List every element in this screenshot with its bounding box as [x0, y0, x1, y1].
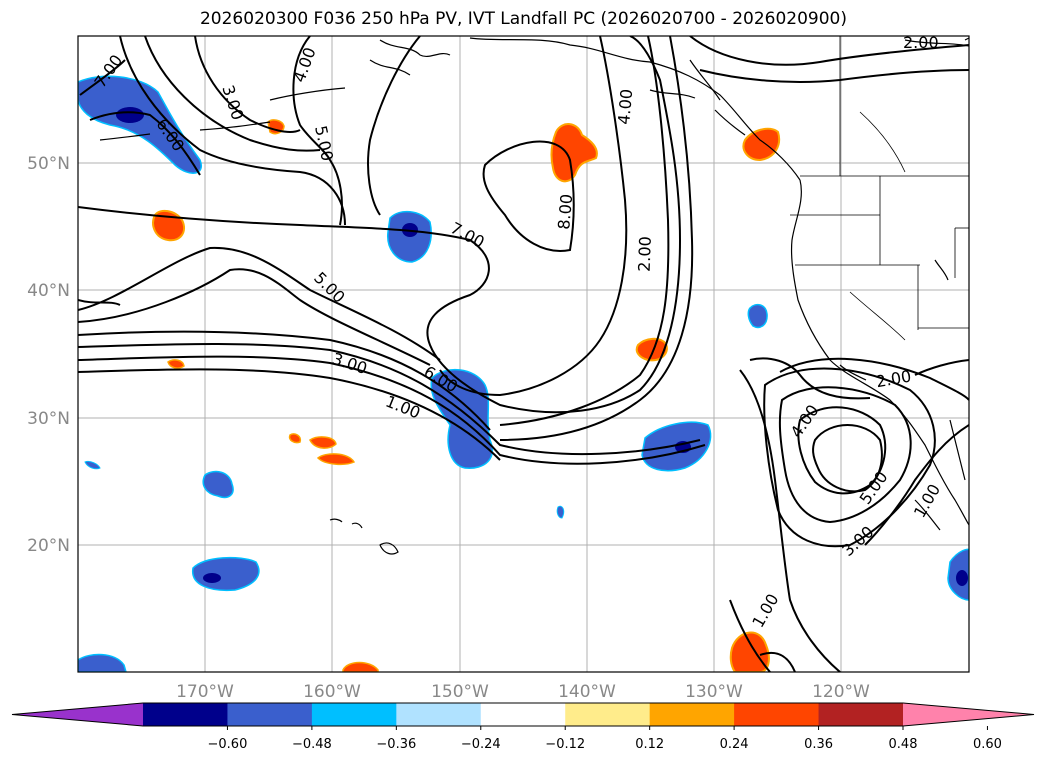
- lon-axis: 170°W 160°W 150°W 140°W 130°W 120°W: [176, 682, 870, 702]
- lon-label: 120°W: [812, 682, 870, 702]
- colorbar-tick-label: 0.36: [804, 737, 833, 752]
- lon-label: 160°W: [303, 682, 361, 702]
- contour-label: 2.00: [635, 236, 655, 272]
- coastlines: [99, 37, 969, 555]
- colorbar-tick-label: 0.60: [973, 737, 1002, 752]
- lon-label: 130°W: [685, 682, 743, 702]
- colorbar-swatch: [227, 703, 313, 726]
- lon-label: 170°W: [176, 682, 234, 702]
- colorbar-tick-label: 0.48: [889, 737, 918, 752]
- colorbar-swatch: [565, 703, 651, 726]
- colorbar: −0.60 −0.48 −0.36 −0.24 −0.12 0.12 0.24 0.36 0.4…: [11, 702, 1035, 752]
- lat-axis: 50°N 40°N 30°N 20°N: [27, 154, 70, 556]
- lat-label: 40°N: [27, 281, 70, 301]
- colorbar-tick-label: −0.48: [292, 737, 332, 752]
- colorbar-swatch: [818, 703, 904, 726]
- colorbar-swatch: [649, 703, 735, 726]
- map-title: 2026020300 F036 250 hPa PV, IVT Landfall…: [199, 9, 847, 29]
- lon-label: 150°W: [431, 682, 489, 702]
- colorbar-tick-label: −0.36: [376, 737, 416, 752]
- contour-label: 8.00: [554, 193, 576, 230]
- lat-label: 50°N: [27, 154, 70, 174]
- contour-label: 4.00: [614, 88, 636, 125]
- borders: [790, 36, 969, 341]
- colorbar-swatch: [480, 703, 566, 726]
- lon-label: 140°W: [558, 682, 616, 702]
- colorbar-swatch: [143, 703, 228, 726]
- colorbar-swatch: [396, 703, 482, 726]
- lat-label: 30°N: [27, 409, 70, 429]
- colorbar-tick-label: −0.12: [545, 737, 585, 752]
- colorbar-swatch: [734, 703, 820, 726]
- colorbar-extend-high: [903, 703, 1034, 726]
- colorbar-extend-low: [12, 703, 143, 726]
- map-frame: [77, 35, 970, 673]
- colorbar-swatch: [311, 703, 397, 726]
- colorbar-tick-label: 0.12: [635, 737, 664, 752]
- colorbar-outline: [11, 702, 1035, 727]
- colorbar-tick-label: 0.24: [720, 737, 749, 752]
- lat-label: 20°N: [27, 536, 70, 556]
- contour-label: 2.00: [903, 33, 939, 52]
- colorbar-tick-label: −0.60: [208, 737, 248, 752]
- pv-contours: [78, 36, 969, 672]
- colorbar-tick-label: −0.24: [461, 737, 501, 752]
